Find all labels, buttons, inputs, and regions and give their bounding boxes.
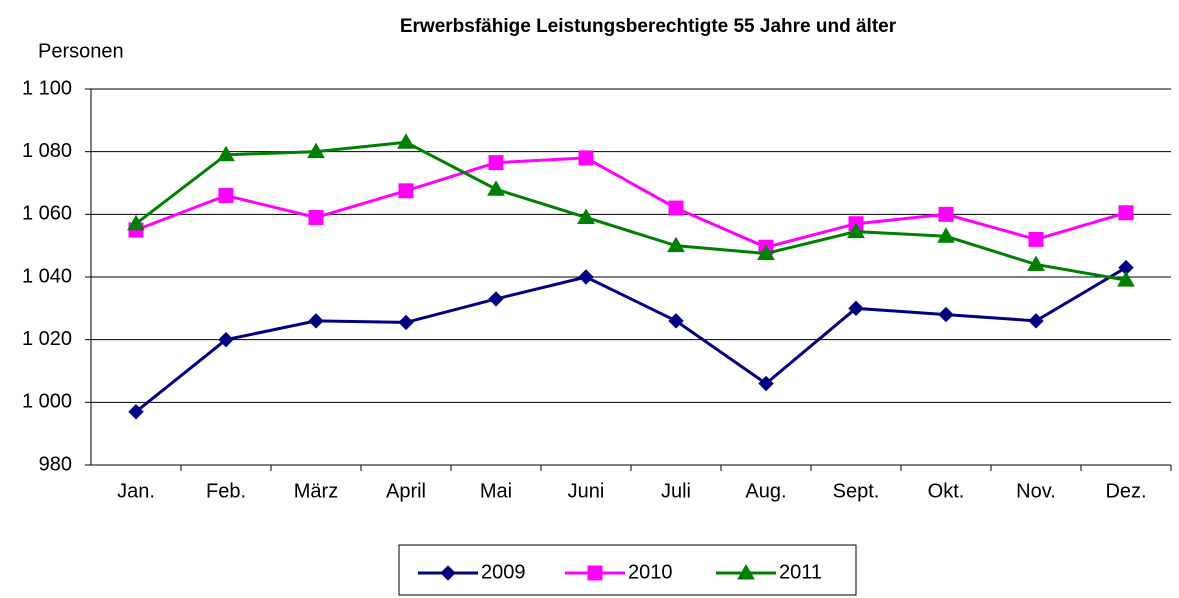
data-point [488,155,504,171]
data-point [1118,205,1134,221]
data-point [308,313,324,329]
legend-marker [440,565,456,581]
data-point [397,133,415,149]
data-point [848,300,864,317]
legend-label: 2010 [628,561,673,583]
data-point [398,183,414,199]
series-line [135,140,1127,282]
data-point [758,375,774,392]
data-point [1028,313,1044,329]
data-point [217,145,235,162]
y-tick-label: 1 060 [22,203,72,225]
x-tick-label: Nov. [1016,480,1056,502]
legend-box [398,544,857,596]
data-point [1027,255,1045,271]
data-point [938,306,954,323]
y-tick-label: 1 080 [22,140,72,162]
chart-title: Erwerbsfähige Leistungsberechtigte 55 Ja… [400,16,897,37]
data-point [127,214,145,231]
y-tick-label: 1 000 [22,391,72,413]
x-tick-label: Aug. [745,480,786,502]
series-line [135,156,1127,249]
data-point [1117,271,1135,287]
legend-marker [737,563,755,580]
y-tick-label: 980 [39,453,72,475]
x-tick-label: Juni [568,480,605,502]
data-point [577,208,595,224]
data-point [847,222,865,239]
x-tick-label: Dez. [1105,480,1146,502]
data-point [668,313,684,329]
series-line [135,266,1127,413]
x-tick-label: Mai [480,480,512,502]
data-point [218,331,234,348]
data-point [487,180,505,196]
data-point [757,244,775,260]
data-point [307,142,325,159]
data-point [578,269,594,285]
data-point [937,227,955,243]
data-point [218,188,234,204]
legend-label: 2011 [779,561,822,583]
data-point [578,150,594,166]
legend-marker [587,565,603,581]
x-tick-label: Juli [661,480,691,502]
data-point [488,291,504,307]
y-axis-label: Personen [38,40,124,62]
x-tick-label: Jan. [117,480,155,502]
data-point [667,236,685,253]
data-point [938,206,954,222]
x-tick-label: März [294,480,338,502]
x-tick-label: April [386,480,426,502]
data-point [308,209,324,225]
data-point [668,200,684,216]
x-tick-label: Sept. [833,480,880,502]
data-point [398,314,414,331]
data-point [1028,231,1044,247]
y-tick-label: 1 020 [22,328,72,350]
data-point [128,404,144,420]
y-tick-label: 1 100 [22,77,72,99]
x-tick-label: Feb. [206,480,246,502]
x-tick-label: Okt. [928,480,965,502]
y-tick-label: 1 040 [22,265,72,287]
legend-label: 2009 [481,561,526,583]
